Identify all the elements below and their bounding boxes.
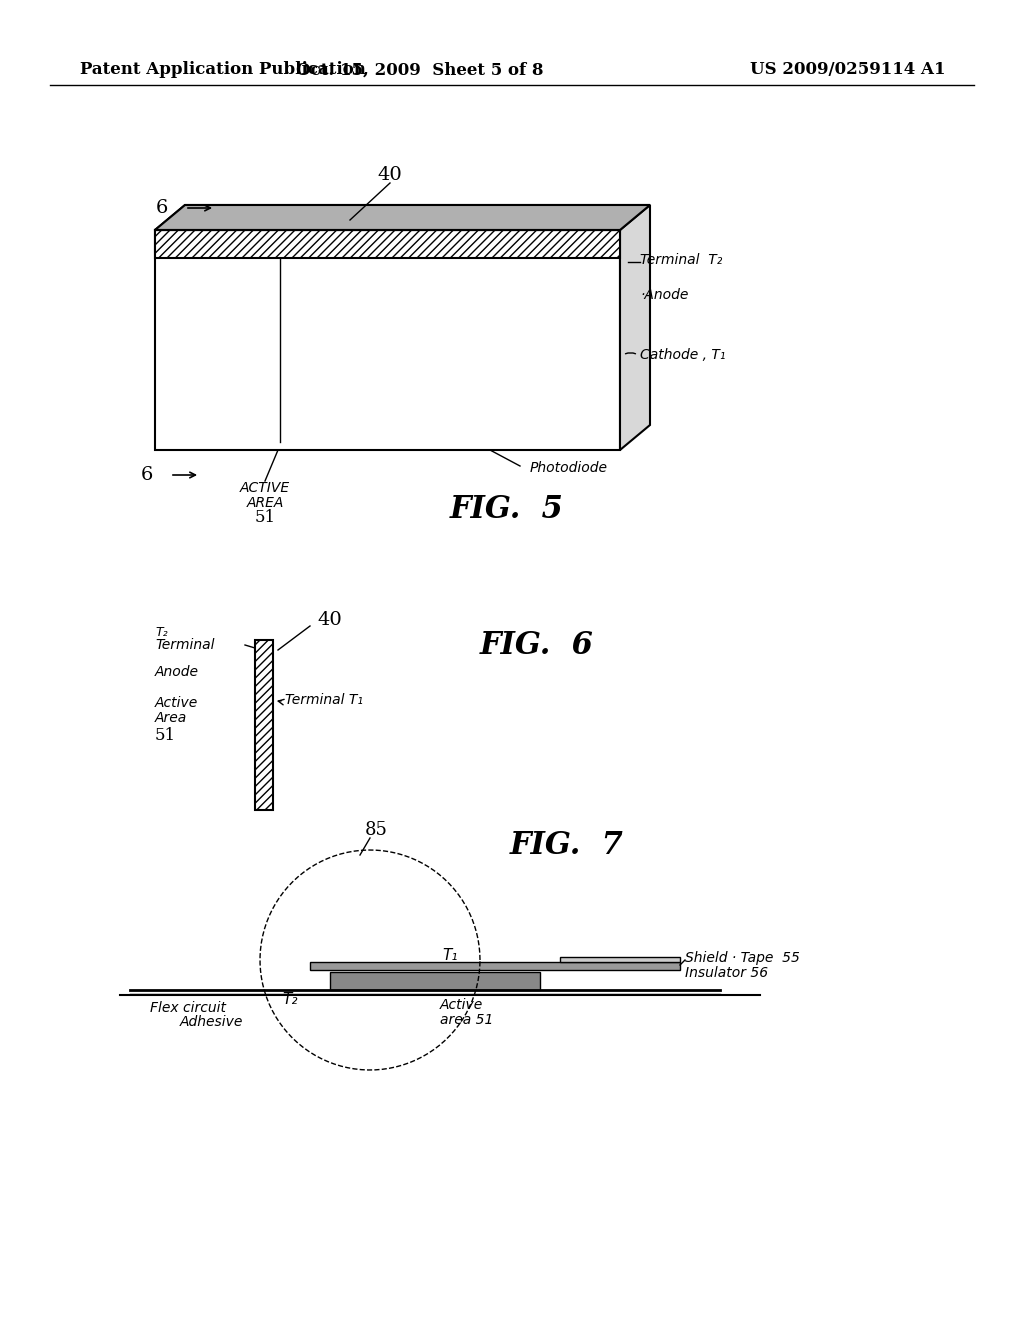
Polygon shape xyxy=(330,972,540,990)
Text: 6: 6 xyxy=(140,466,153,484)
Polygon shape xyxy=(255,640,273,810)
Text: FIG.  5: FIG. 5 xyxy=(450,495,564,525)
Text: 85: 85 xyxy=(365,821,388,840)
Text: area 51: area 51 xyxy=(440,1012,494,1027)
Polygon shape xyxy=(310,962,680,970)
Text: Patent Application Publication: Patent Application Publication xyxy=(80,62,366,78)
Text: T₂: T₂ xyxy=(155,626,168,639)
Polygon shape xyxy=(620,205,650,450)
Text: AREA: AREA xyxy=(247,496,284,510)
Text: ·Anode: ·Anode xyxy=(640,288,688,302)
Text: T₂: T₂ xyxy=(283,993,298,1007)
Polygon shape xyxy=(560,957,680,962)
Polygon shape xyxy=(155,205,650,230)
Text: Adhesive: Adhesive xyxy=(180,1015,244,1030)
Text: 51: 51 xyxy=(254,510,275,527)
Text: Photodiode: Photodiode xyxy=(530,461,608,475)
Text: 40: 40 xyxy=(378,166,402,183)
Polygon shape xyxy=(155,205,650,230)
Text: Active: Active xyxy=(155,696,199,710)
Text: 51: 51 xyxy=(155,726,176,743)
Text: Cathode , T₁: Cathode , T₁ xyxy=(640,348,725,362)
Text: FIG.  6: FIG. 6 xyxy=(480,630,594,660)
Text: Flex circuit: Flex circuit xyxy=(150,1001,226,1015)
Text: Terminal T₁: Terminal T₁ xyxy=(285,693,362,708)
Text: 6: 6 xyxy=(156,199,168,216)
Text: Terminal: Terminal xyxy=(155,638,214,652)
Text: Area: Area xyxy=(155,711,187,725)
Text: Shield · Tape  55: Shield · Tape 55 xyxy=(685,950,800,965)
Text: ACTIVE: ACTIVE xyxy=(240,480,290,495)
Text: FIG.  7: FIG. 7 xyxy=(510,829,624,861)
Text: Anode: Anode xyxy=(155,665,199,678)
Text: US 2009/0259114 A1: US 2009/0259114 A1 xyxy=(750,62,945,78)
Text: Oct. 15, 2009  Sheet 5 of 8: Oct. 15, 2009 Sheet 5 of 8 xyxy=(296,62,544,78)
Polygon shape xyxy=(155,230,620,257)
Text: T₁: T₁ xyxy=(442,948,458,962)
Text: Terminal  T₂: Terminal T₂ xyxy=(640,253,722,267)
Text: Insulator 56: Insulator 56 xyxy=(685,966,768,979)
Text: Active: Active xyxy=(440,998,483,1012)
Text: 40: 40 xyxy=(317,611,342,630)
